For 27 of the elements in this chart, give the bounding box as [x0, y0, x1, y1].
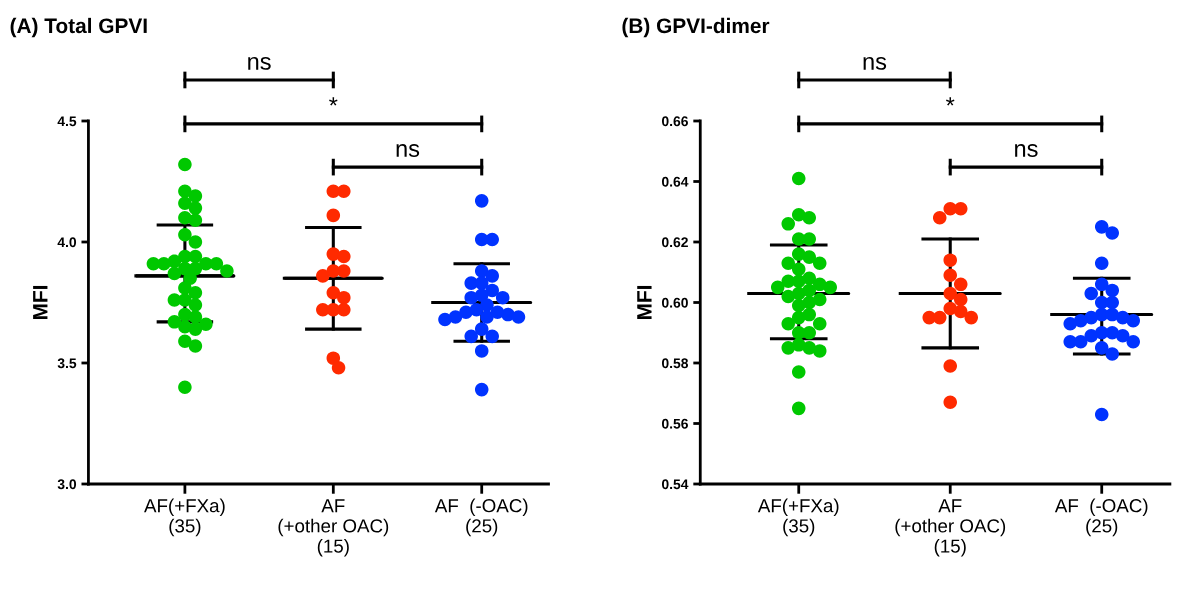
text: * [329, 97, 338, 106]
y-tick-label: 0.58 [661, 358, 689, 369]
x-tick-label: AF(+FXa) (35) [144, 498, 225, 537]
y-tick-label: 3.5 [57, 358, 77, 369]
text: ns [863, 56, 887, 70]
text: ns [248, 56, 271, 70]
x-tick-label: AF (+other OAC) (15) [278, 499, 389, 557]
y-tick-label: 4.5 [57, 116, 77, 127]
y-axis-title: MFI [637, 285, 652, 320]
y-tick-label: 3.0 [57, 479, 77, 490]
y-tick-label: 0.56 [661, 418, 688, 429]
annotation: ns [1015, 144, 1038, 157]
x-tick-label: AF(+FXa) (35) [757, 498, 839, 537]
y-axis-title: MFI [33, 285, 48, 320]
x-tick-label: AF (-OAC) (25) [1054, 498, 1148, 537]
x-tick-label: AF (+other OAC) (15) [895, 499, 1006, 557]
y-tick-label: 4.0 [57, 237, 77, 248]
y-tick-label: 0.60 [661, 297, 688, 308]
y-tick-label: 0.64 [661, 176, 689, 187]
annotation: ns [396, 144, 420, 157]
y-tick-label: 0.66 [661, 116, 688, 127]
chart-title: (B) GPVI-dimer [622, 17, 770, 38]
chart-title: (A) Total GPVI [10, 17, 147, 38]
y-tick-label: 0.54 [661, 479, 689, 490]
y-tick-label: 0.62 [661, 237, 688, 248]
text: * [946, 97, 955, 106]
x-tick-label: AF (-OAC) (25) [434, 498, 528, 537]
